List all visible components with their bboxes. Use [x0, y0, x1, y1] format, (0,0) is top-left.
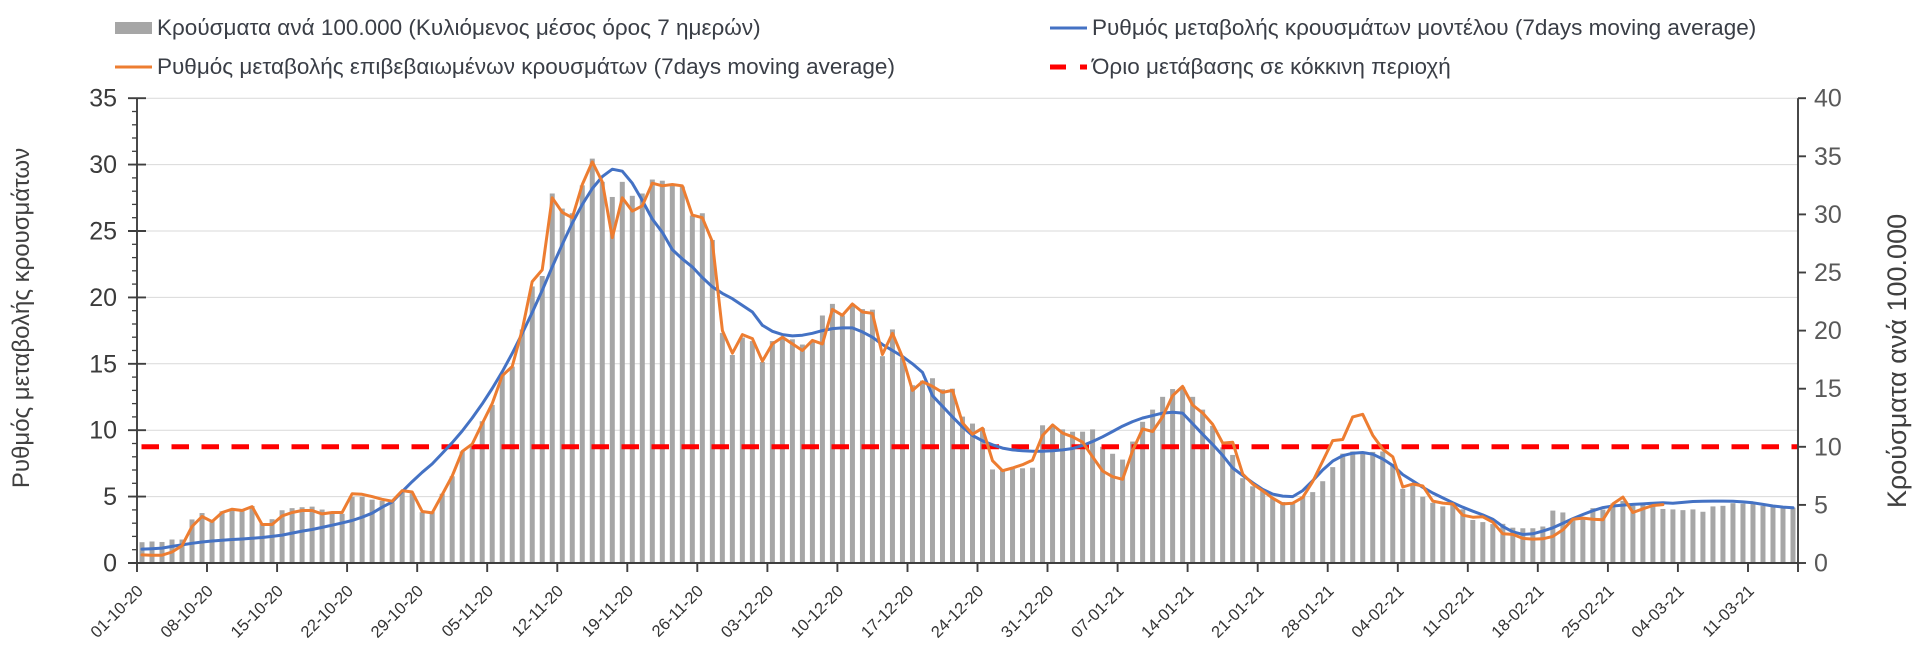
svg-text:12-11-20: 12-11-20: [509, 582, 568, 641]
svg-text:24-12-20: 24-12-20: [928, 582, 987, 641]
svg-text:25-02-21: 25-02-21: [1558, 582, 1617, 641]
svg-text:Όριο μετάβασης σε κόκκινη περι: Όριο μετάβασης σε κόκκινη περιοχή: [1091, 54, 1451, 79]
svg-text:Ρυθμός μεταβολής κρουσμάτων: Ρυθμός μεταβολής κρουσμάτων: [8, 148, 35, 488]
svg-text:15-10-20: 15-10-20: [227, 582, 286, 641]
svg-text:40: 40: [1814, 85, 1842, 113]
svg-text:26-11-20: 26-11-20: [649, 582, 708, 641]
svg-text:21-01-21: 21-01-21: [1208, 582, 1267, 641]
svg-text:Κρούσματα ανά 100.000: Κρούσματα ανά 100.000: [1882, 214, 1912, 508]
svg-text:01-10-20: 01-10-20: [87, 582, 146, 641]
svg-text:Ρυθμός μεταβολής κρουσμάτων μο: Ρυθμός μεταβολής κρουσμάτων μοντέλου (7d…: [1092, 15, 1756, 40]
svg-text:17-12-20: 17-12-20: [858, 582, 917, 641]
svg-text:15: 15: [89, 350, 117, 378]
svg-text:Ρυθμός μεταβολής επιβεβαιωμένω: Ρυθμός μεταβολής επιβεβαιωμένων κρουσμάτ…: [157, 54, 895, 79]
svg-text:5: 5: [103, 483, 117, 511]
svg-text:08-10-20: 08-10-20: [157, 582, 216, 641]
svg-text:29-10-20: 29-10-20: [368, 582, 427, 641]
svg-text:04-03-21: 04-03-21: [1628, 582, 1687, 641]
svg-text:11-03-21: 11-03-21: [1699, 582, 1758, 641]
svg-text:20: 20: [89, 284, 117, 312]
svg-text:35: 35: [89, 85, 117, 113]
svg-text:15: 15: [1814, 375, 1842, 403]
svg-text:07-01-21: 07-01-21: [1068, 582, 1127, 641]
svg-text:35: 35: [1814, 143, 1842, 171]
svg-text:30: 30: [1814, 201, 1842, 229]
svg-text:0: 0: [1814, 550, 1828, 578]
svg-text:Κρούσματα ανά 100.000 (Κυλιόμε: Κρούσματα ανά 100.000 (Κυλιόμενος μέσος …: [157, 15, 761, 40]
svg-text:19-11-20: 19-11-20: [579, 582, 638, 641]
svg-text:10: 10: [89, 417, 117, 445]
svg-text:31-12-20: 31-12-20: [998, 582, 1057, 641]
svg-text:22-10-20: 22-10-20: [297, 582, 356, 641]
svg-text:28-01-21: 28-01-21: [1278, 582, 1337, 641]
svg-text:10-12-20: 10-12-20: [788, 582, 847, 641]
svg-text:04-02-21: 04-02-21: [1348, 582, 1407, 641]
svg-text:20: 20: [1814, 317, 1842, 345]
svg-text:03-12-20: 03-12-20: [718, 582, 777, 641]
svg-text:25: 25: [89, 218, 117, 246]
svg-text:11-02-21: 11-02-21: [1419, 582, 1478, 641]
svg-text:5: 5: [1814, 491, 1828, 519]
svg-text:30: 30: [89, 151, 117, 179]
svg-text:18-02-21: 18-02-21: [1488, 582, 1547, 641]
svg-text:14-01-21: 14-01-21: [1138, 582, 1197, 641]
svg-text:05-11-20: 05-11-20: [438, 582, 497, 641]
svg-text:0: 0: [103, 550, 117, 578]
svg-text:10: 10: [1814, 433, 1842, 461]
svg-text:25: 25: [1814, 259, 1842, 287]
